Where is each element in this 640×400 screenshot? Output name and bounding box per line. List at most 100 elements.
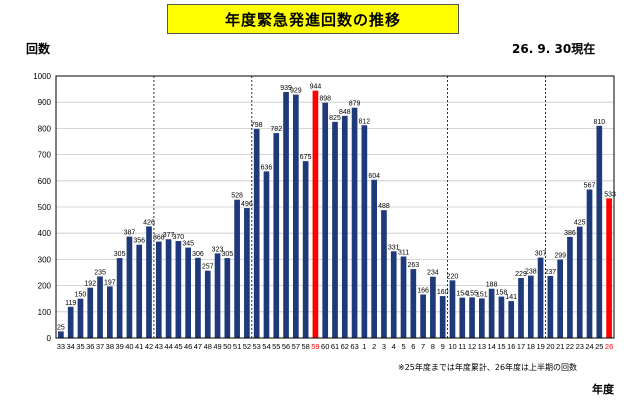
- data-label-25: 810: [593, 119, 605, 126]
- bars: [58, 90, 612, 339]
- y-tick-label: 1000: [33, 72, 51, 81]
- data-label-1: 812: [359, 118, 371, 125]
- bar-45: [175, 241, 182, 338]
- bar-39: [116, 258, 123, 338]
- data-label-52: 496: [241, 201, 253, 208]
- data-label-21: 299: [554, 253, 566, 260]
- x-tick-label-35: 35: [76, 342, 84, 351]
- x-tick-label-56: 56: [282, 342, 290, 351]
- bar-41: [136, 244, 143, 338]
- data-label-26: 533: [604, 191, 616, 198]
- bar-6: [410, 269, 417, 338]
- data-label-39: 305: [114, 251, 126, 258]
- bar-57: [293, 94, 299, 339]
- data-label-46: 345: [182, 241, 194, 248]
- bar-38: [107, 286, 113, 338]
- bar-62: [341, 115, 348, 338]
- data-label-35: 150: [75, 292, 87, 299]
- bar-24: [586, 189, 593, 338]
- x-tick-label-23: 23: [576, 342, 584, 351]
- x-tick-label-33: 33: [57, 342, 65, 351]
- x-tick-label-1: 1: [362, 342, 366, 351]
- data-label-20: 237: [545, 269, 557, 276]
- data-label-62: 848: [339, 109, 351, 116]
- bar-59: [312, 90, 319, 338]
- x-tick-label-45: 45: [174, 342, 182, 351]
- chart-title: 年度緊急発進回数の推移: [167, 4, 459, 34]
- data-label-60: 898: [319, 96, 331, 103]
- x-tick-label-36: 36: [86, 342, 94, 351]
- x-tick-labels: 33 34 35 36 37 38 39 40 41 42 43 44 45 46 47 48 49 50 51 52…: [57, 342, 614, 351]
- bar-47: [195, 257, 201, 338]
- bar-21: [557, 259, 563, 338]
- data-label-6: 263: [407, 262, 419, 269]
- bar-2: [371, 179, 377, 338]
- data-label-37: 235: [94, 269, 106, 276]
- x-tick-label-53: 53: [253, 342, 261, 351]
- x-tick-label-50: 50: [223, 342, 231, 351]
- x-tick-label-12: 12: [468, 342, 476, 351]
- bar-33: [58, 331, 64, 338]
- data-label-19: 307: [535, 251, 547, 258]
- bar-1: [361, 125, 368, 338]
- x-tick-label-39: 39: [115, 342, 123, 351]
- x-tick-label-51: 51: [233, 342, 241, 351]
- y-tick-labels: 0 100 200 300 400 500 600 700 800 900 1000: [33, 72, 51, 343]
- data-label-4: 331: [388, 244, 400, 251]
- x-tick-label-22: 22: [566, 342, 574, 351]
- data-label-50: 305: [221, 251, 233, 258]
- bar-37: [97, 276, 103, 338]
- x-tick-label-5: 5: [401, 342, 405, 351]
- x-tick-label-26: 26: [605, 342, 613, 351]
- bar-16: [508, 301, 515, 338]
- bar-3: [381, 210, 387, 338]
- bar-60: [322, 102, 329, 338]
- bar-22: [567, 236, 573, 338]
- x-tick-label-17: 17: [517, 342, 525, 351]
- y-axis-label: 回数: [26, 42, 51, 56]
- bar-43: [155, 241, 162, 338]
- data-label-33: 25: [57, 324, 65, 331]
- bar-23: [576, 226, 583, 338]
- x-tick-label-15: 15: [497, 342, 505, 351]
- data-label-54: 636: [261, 164, 273, 171]
- data-label-2: 604: [368, 173, 380, 180]
- x-tick-label-38: 38: [106, 342, 114, 351]
- x-tick-label-18: 18: [527, 342, 535, 351]
- data-label-45: 370: [173, 234, 185, 241]
- footnote: ※25年度までは年度累計、26年度は上半期の回数: [398, 363, 578, 372]
- x-tick-label-57: 57: [292, 342, 300, 351]
- x-axis-label: 年度: [592, 383, 614, 396]
- y-tick-label: 0: [47, 334, 52, 343]
- bar-7: [420, 294, 426, 338]
- bar-34: [67, 306, 74, 338]
- x-tick-label-24: 24: [585, 342, 593, 351]
- x-tick-label-13: 13: [478, 342, 486, 351]
- x-tick-label-11: 11: [458, 342, 466, 351]
- x-tick-label-9: 9: [441, 342, 445, 351]
- bar-11: [459, 297, 466, 338]
- x-tick-label-3: 3: [382, 342, 386, 351]
- x-tick-label-16: 16: [507, 342, 515, 351]
- x-tick-label-61: 61: [331, 342, 339, 351]
- y-tick-label: 400: [38, 229, 52, 238]
- bar-20: [547, 275, 554, 338]
- x-tick-label-62: 62: [341, 342, 349, 351]
- data-label-55: 782: [270, 126, 282, 133]
- data-label-5: 311: [398, 250, 409, 257]
- bar-56: [283, 91, 289, 339]
- y-tick-label: 800: [38, 124, 52, 133]
- bar-35: [77, 298, 84, 338]
- x-tick-label-49: 49: [213, 342, 221, 351]
- x-tick-label-6: 6: [411, 342, 415, 351]
- bar-44: [165, 239, 172, 338]
- data-label-53: 798: [251, 122, 263, 129]
- x-tick-label-43: 43: [155, 342, 163, 351]
- bar-25: [596, 125, 603, 338]
- x-tick-label-52: 52: [243, 342, 251, 351]
- bar-49: [214, 253, 221, 338]
- x-tick-label-58: 58: [301, 342, 309, 351]
- x-tick-label-41: 41: [135, 342, 143, 351]
- bar-14: [488, 288, 495, 338]
- data-label-61: 825: [329, 115, 341, 122]
